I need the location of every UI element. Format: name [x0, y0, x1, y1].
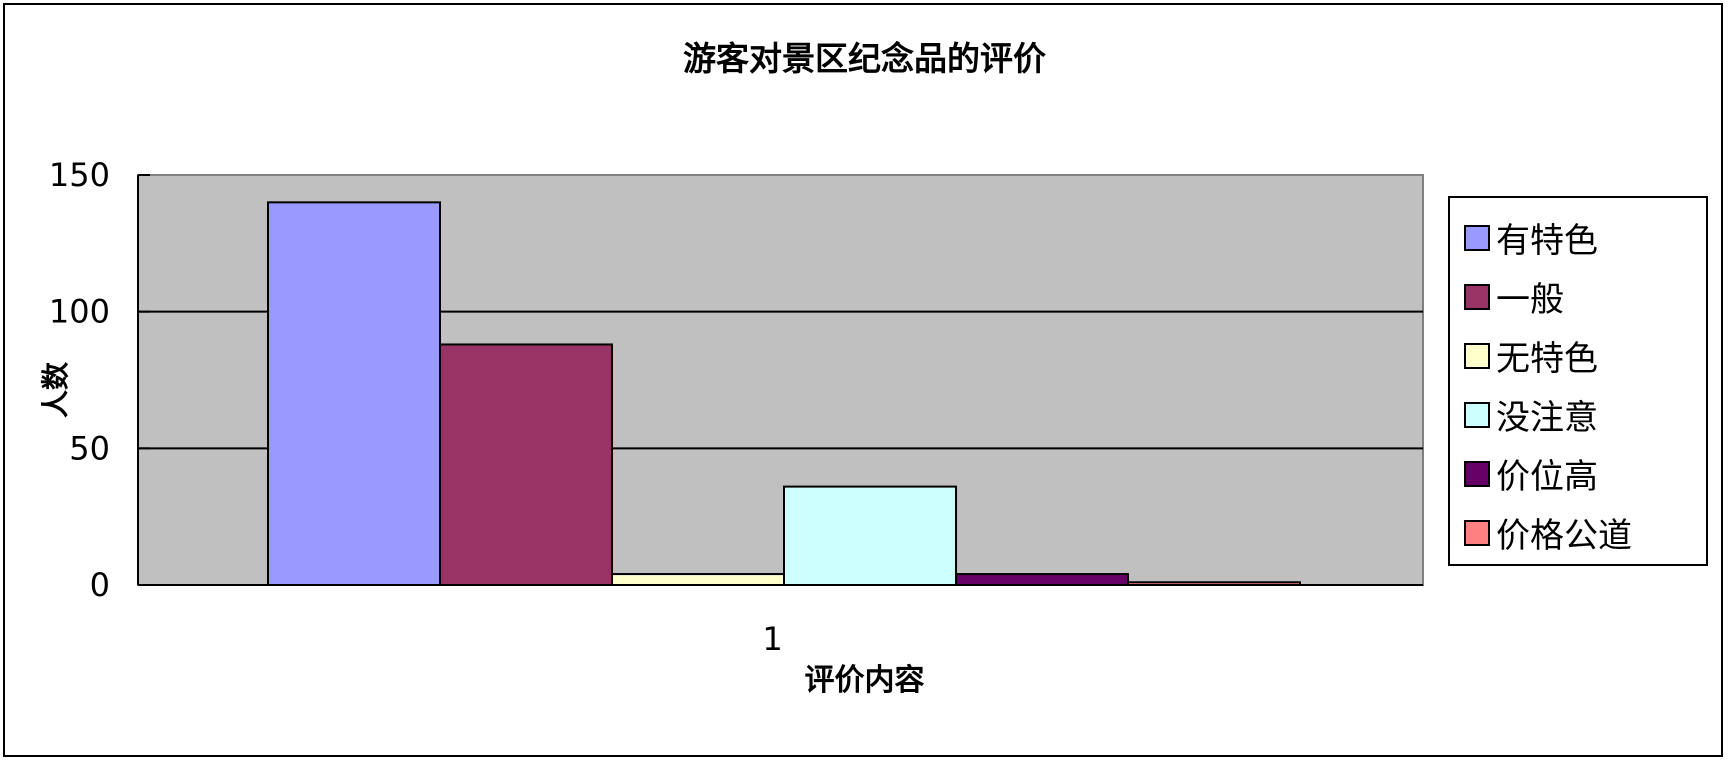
chart-title: 游客对景区纪念品的评价 [683, 39, 1046, 78]
y-tick-label: 50 [69, 429, 110, 467]
legend-swatch [1464, 519, 1490, 546]
legend-label: 价格公道 [1496, 516, 1632, 556]
x-axis-label: 评价内容 [804, 663, 925, 698]
legend-item: 价格公道 [1464, 503, 1706, 562]
legend-swatch [1464, 224, 1490, 251]
legend-item: 无特色 [1464, 326, 1706, 385]
bar-6 [1127, 581, 1301, 586]
legend-label: 没注意 [1496, 398, 1598, 438]
legend: 有特色一般无特色没注意价位高价格公道 [1448, 196, 1708, 566]
y-tick-label: 0 [90, 566, 110, 604]
bar-1 [267, 201, 441, 586]
x-tick-label: 1 [762, 620, 782, 658]
legend-swatch [1464, 460, 1490, 487]
bar-5 [955, 573, 1129, 586]
legend-swatch [1464, 283, 1490, 310]
legend-item: 有特色 [1464, 208, 1706, 267]
legend-item: 没注意 [1464, 385, 1706, 444]
y-tick-label: 100 [49, 293, 110, 331]
legend-label: 价位高 [1496, 457, 1598, 497]
legend-swatch [1464, 342, 1490, 369]
y-tick-label: 150 [49, 156, 110, 194]
bar-4 [783, 485, 957, 587]
legend-item: 一般 [1464, 267, 1706, 326]
bar-2 [439, 343, 613, 587]
legend-swatch [1464, 401, 1490, 428]
legend-label: 一般 [1496, 280, 1564, 320]
legend-label: 无特色 [1496, 339, 1598, 379]
legend-item: 价位高 [1464, 444, 1706, 503]
bar-3 [611, 573, 785, 586]
legend-label: 有特色 [1496, 221, 1598, 261]
chart-frame [3, 3, 1723, 757]
